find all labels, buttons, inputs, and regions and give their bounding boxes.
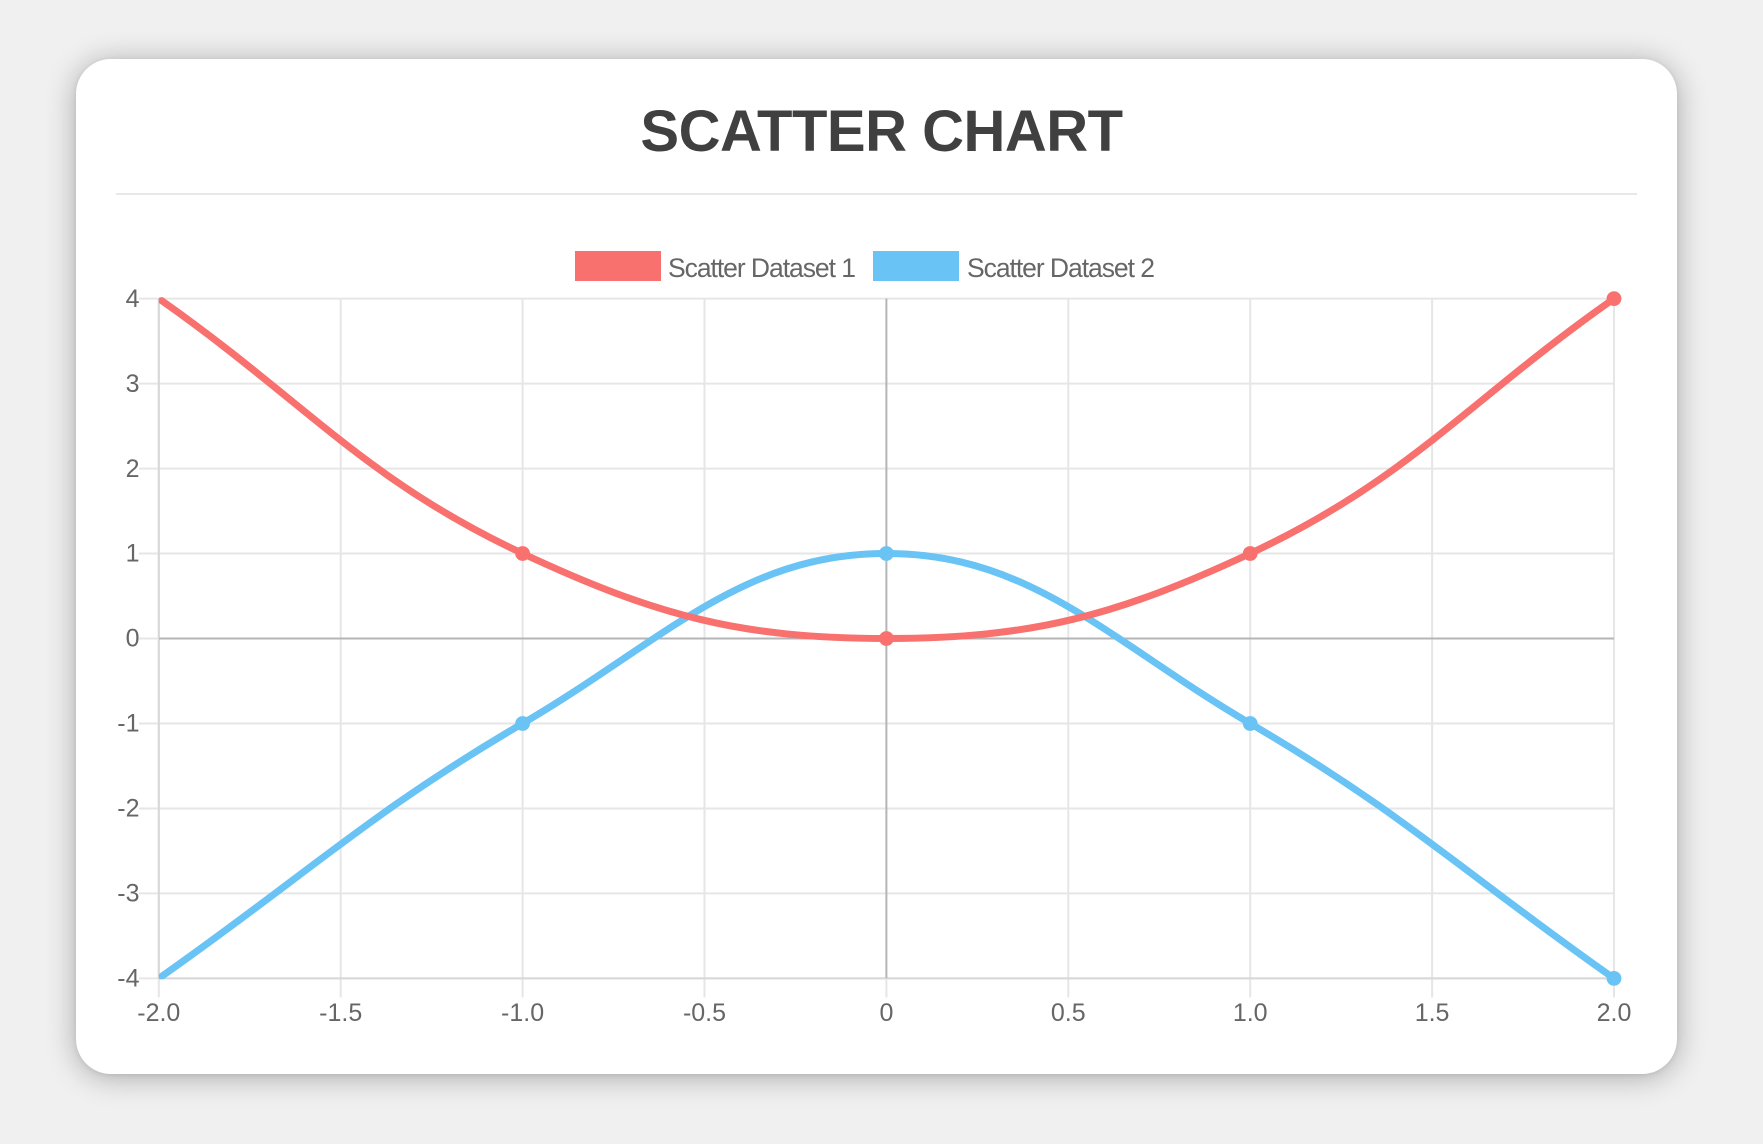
svg-text:4: 4: [126, 285, 140, 313]
svg-text:-2.0: -2.0: [137, 999, 180, 1027]
svg-text:2.0: 2.0: [1597, 999, 1632, 1027]
svg-text:2: 2: [126, 455, 140, 483]
svg-text:-1.5: -1.5: [319, 999, 362, 1027]
svg-text:-1: -1: [117, 710, 139, 738]
svg-text:1.5: 1.5: [1415, 999, 1450, 1027]
svg-text:-0.5: -0.5: [683, 999, 726, 1027]
svg-text:-3: -3: [117, 880, 139, 908]
svg-text:3: 3: [126, 370, 140, 398]
svg-text:-2: -2: [117, 795, 139, 823]
svg-text:1.0: 1.0: [1233, 999, 1268, 1027]
svg-text:-1.0: -1.0: [501, 999, 544, 1027]
svg-text:0: 0: [879, 999, 893, 1027]
svg-text:1: 1: [126, 540, 140, 568]
svg-text:0.5: 0.5: [1051, 999, 1086, 1027]
svg-text:-4: -4: [117, 965, 139, 993]
svg-text:0: 0: [126, 625, 140, 653]
